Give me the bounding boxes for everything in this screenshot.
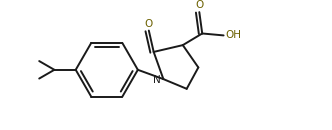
Text: O: O [145,19,153,29]
Text: O: O [195,0,204,10]
Text: OH: OH [225,30,241,40]
Text: N: N [153,75,160,85]
